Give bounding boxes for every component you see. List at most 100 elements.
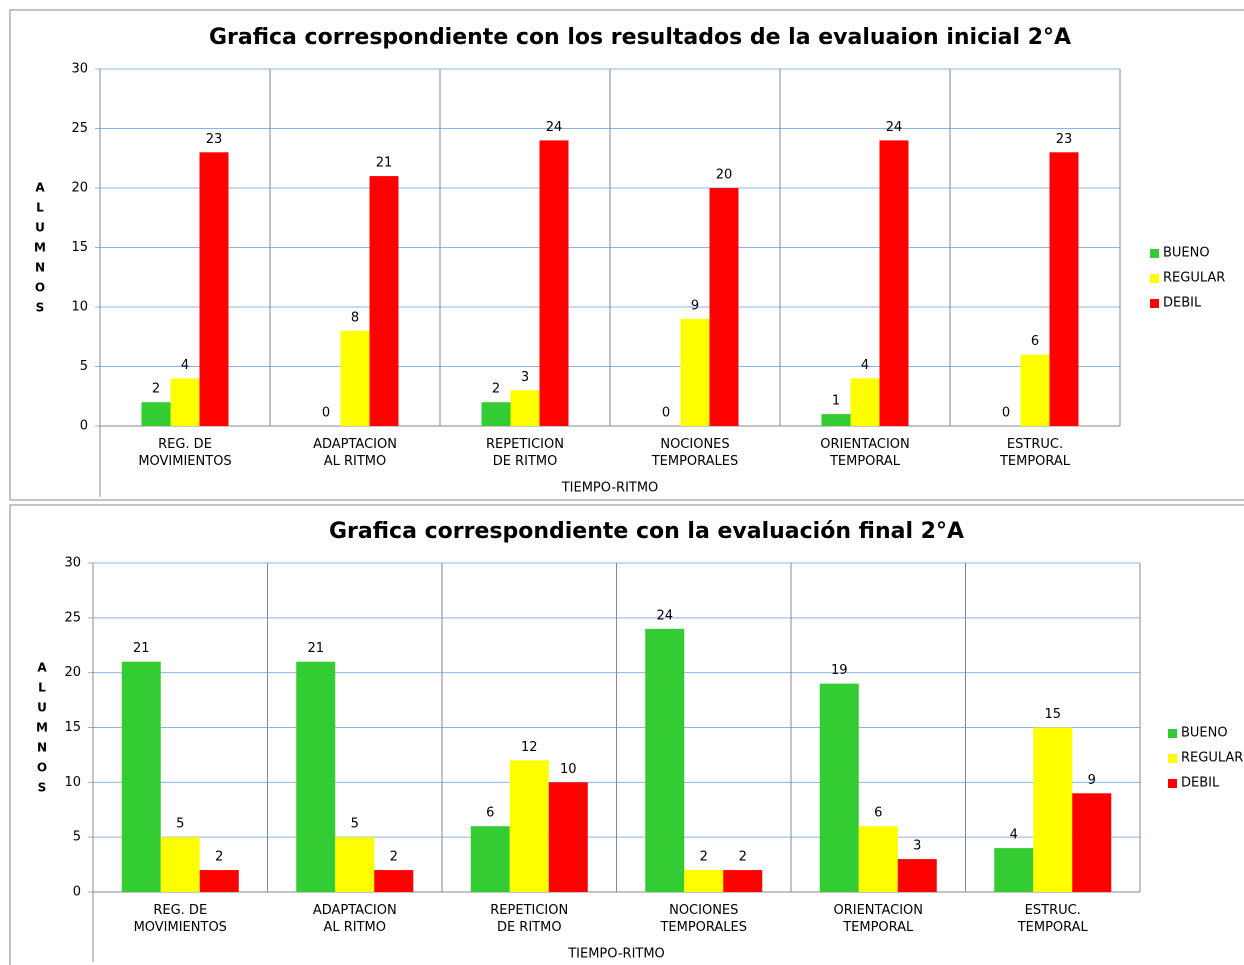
bar	[121, 661, 161, 892]
x-tick-label: ADAPTACION AL RITMO	[313, 437, 397, 469]
x-tick-label: NOCIONES TEMPORALES	[651, 437, 739, 469]
y-tick-label: 25	[71, 121, 88, 136]
data-label: 8	[351, 310, 359, 325]
frame	[9, 504, 1244, 965]
data-label: 9	[691, 298, 699, 313]
x-tick-label: REG. DE MOVIMIENTOS	[138, 437, 231, 469]
bar	[850, 378, 880, 426]
legend-swatch	[1168, 729, 1177, 738]
bar	[160, 837, 200, 892]
bar	[821, 414, 851, 426]
data-label: 2	[739, 850, 747, 865]
data-label: 3	[521, 370, 529, 385]
bar	[510, 390, 540, 426]
data-label: 23	[1056, 132, 1073, 147]
bar	[684, 870, 724, 892]
legend-swatch	[1168, 754, 1177, 763]
bar	[1020, 354, 1050, 426]
bar	[481, 402, 511, 426]
data-label: 15	[1044, 707, 1061, 722]
y-tick-label: 5	[80, 359, 88, 374]
y-tick-label: 10	[64, 775, 81, 790]
bar	[680, 318, 710, 426]
x-tick-label: REPETICION DE RITMO	[486, 437, 564, 469]
bar	[709, 188, 739, 426]
x-tick-label: REG. DE MOVIMIENTOS	[134, 903, 227, 935]
y-tick-label: 0	[80, 419, 88, 434]
bar	[470, 826, 510, 892]
legend-swatch	[1150, 274, 1159, 283]
data-label: 0	[1002, 406, 1010, 421]
bar	[199, 870, 239, 892]
y-tick-label: 15	[71, 240, 88, 255]
data-label: 21	[133, 641, 150, 656]
data-label: 0	[662, 406, 670, 421]
data-label: 1	[832, 394, 840, 409]
y-tick-label: 5	[73, 830, 81, 845]
chart-title: Grafica correspondiente con los resultad…	[209, 25, 1071, 50]
legend-label: BUENO	[1163, 246, 1210, 261]
data-label: 24	[546, 120, 563, 135]
bar	[1033, 727, 1073, 892]
legend-label: REGULAR	[1163, 271, 1225, 286]
data-label: 23	[206, 132, 223, 147]
data-label: 4	[861, 358, 869, 373]
frame	[9, 9, 1244, 501]
legend-swatch	[1150, 249, 1159, 258]
data-label: 12	[521, 740, 538, 755]
data-label: 2	[152, 382, 160, 397]
bar	[296, 661, 336, 892]
legend-swatch	[1150, 299, 1159, 308]
bar	[994, 848, 1034, 892]
data-label: 5	[176, 817, 184, 832]
data-label: 19	[831, 663, 848, 678]
x-tick-label: ESTRUC. TEMPORAL	[999, 437, 1071, 469]
legend-label: DEBIL	[1181, 776, 1220, 791]
y-tick-label: 0	[73, 885, 81, 900]
y-tick-label: 20	[71, 181, 88, 196]
y-tick-label: 25	[64, 610, 81, 625]
data-label: 6	[1031, 334, 1039, 349]
x-tick-label: REPETICION DE RITMO	[490, 903, 568, 935]
bar	[548, 782, 588, 892]
x-tick-label: ORIENTACION TEMPORAL	[820, 437, 910, 469]
x-tick-label: NOCIONES TEMPORALES	[659, 903, 747, 935]
data-label: 2	[492, 382, 500, 397]
data-label: 0	[322, 406, 330, 421]
bar	[879, 140, 909, 426]
data-label: 9	[1088, 773, 1096, 788]
data-label: 2	[215, 850, 223, 865]
bar	[369, 176, 399, 426]
data-label: 3	[913, 839, 921, 854]
data-label: 4	[1010, 828, 1018, 843]
bar	[1049, 152, 1079, 427]
data-label: 6	[486, 806, 494, 821]
data-label: 20	[716, 168, 733, 183]
bar	[723, 870, 763, 892]
x-tick-label: ADAPTACION AL RITMO	[313, 903, 397, 935]
data-label: 24	[886, 120, 903, 135]
data-label: 2	[700, 850, 708, 865]
bar	[509, 760, 549, 892]
bar	[819, 683, 859, 892]
legend-swatch	[1168, 779, 1177, 788]
data-label: 21	[307, 641, 324, 656]
data-label: 24	[656, 608, 673, 623]
bar	[170, 378, 200, 426]
x-axis-label: TIEMPO-RITMO	[567, 947, 665, 962]
data-label: 10	[560, 762, 577, 777]
bar	[1072, 793, 1112, 892]
y-tick-label: 10	[71, 300, 88, 315]
bar	[897, 859, 937, 892]
bar	[858, 826, 898, 892]
data-label: 2	[390, 850, 398, 865]
x-tick-label: ORIENTACION TEMPORAL	[833, 903, 923, 935]
y-tick-label: 30	[64, 556, 81, 571]
bar	[374, 870, 414, 892]
legend-label: REGULAR	[1181, 751, 1243, 766]
y-tick-label: 20	[64, 665, 81, 680]
bar	[645, 628, 685, 892]
bar	[141, 402, 171, 426]
